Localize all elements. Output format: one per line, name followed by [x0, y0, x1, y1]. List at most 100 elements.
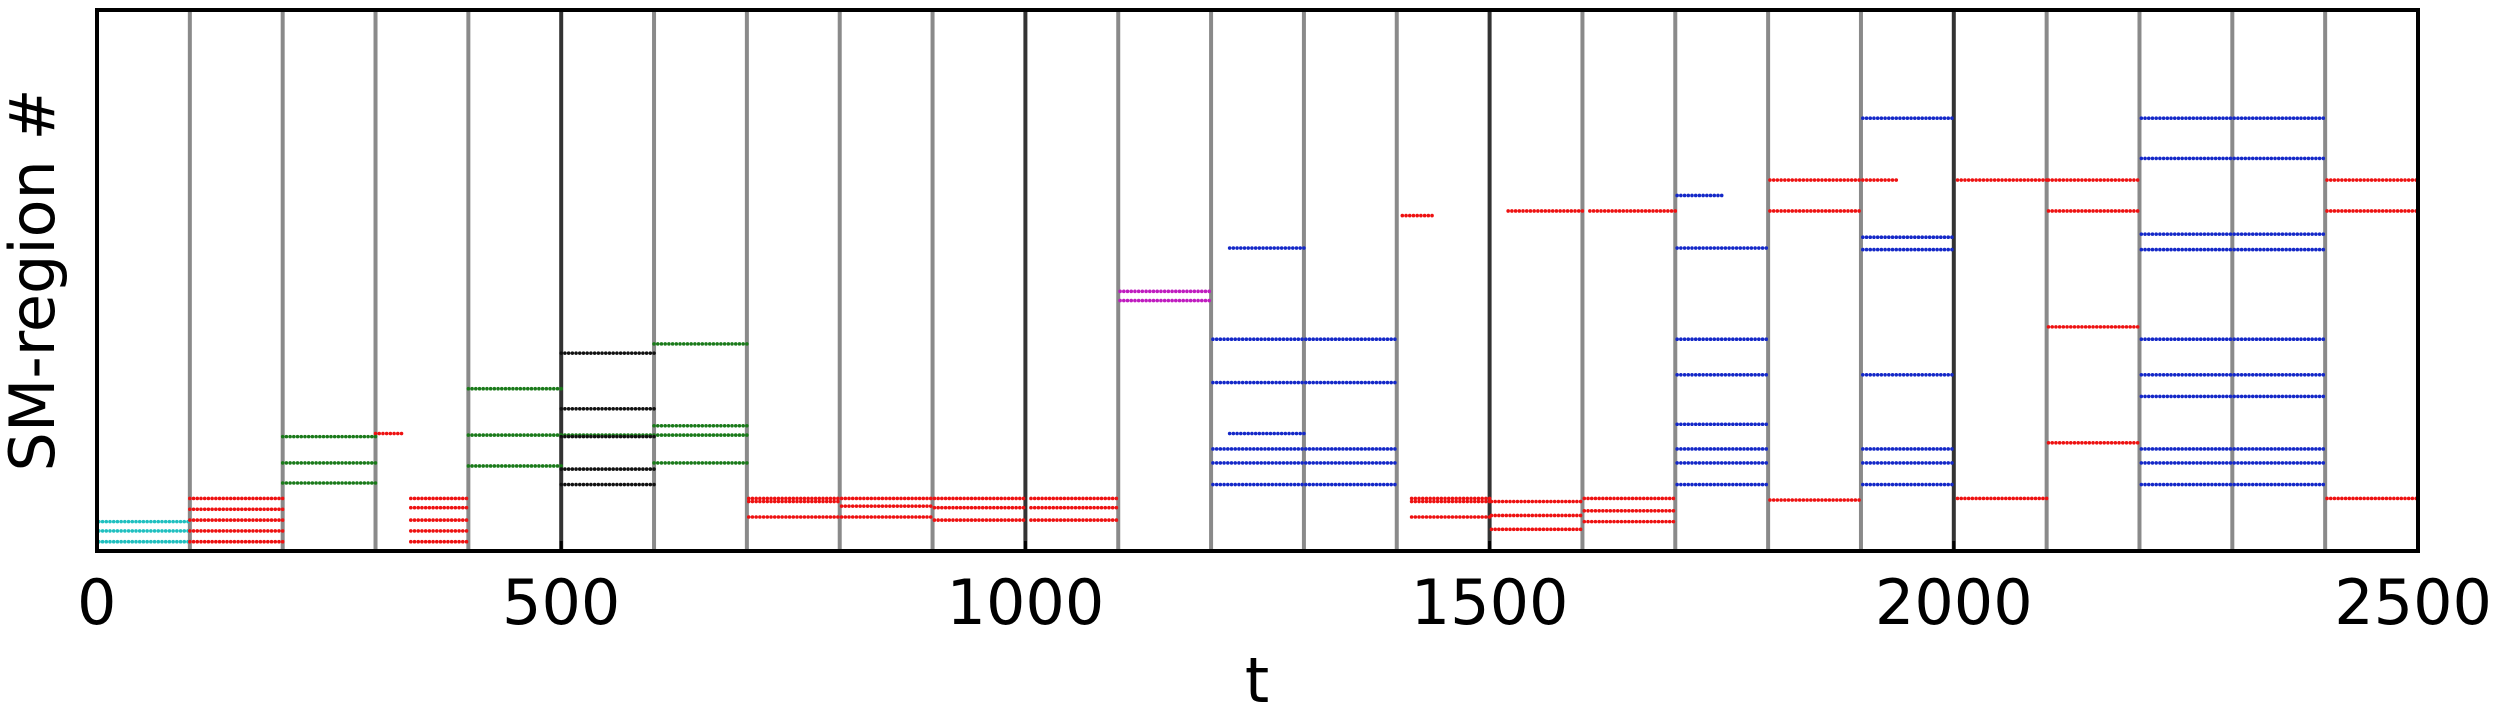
data-point — [2299, 156, 2303, 161]
data-point — [1018, 518, 1022, 522]
data-point — [1931, 235, 1936, 240]
data-point — [457, 518, 461, 522]
data-point — [2080, 441, 2084, 445]
data-point — [2280, 247, 2285, 252]
data-point — [1705, 447, 1709, 451]
data-point — [1913, 461, 1917, 465]
data-point — [1536, 209, 1540, 213]
data-point — [1682, 337, 1687, 342]
data-point — [1701, 193, 1705, 198]
data-point — [1857, 498, 1861, 502]
data-point — [548, 433, 552, 437]
data-point — [1946, 116, 1951, 120]
data-point — [280, 539, 285, 544]
data-point — [652, 351, 656, 355]
data-point — [2180, 156, 2184, 161]
series-track — [1029, 518, 1119, 522]
data-point — [943, 518, 948, 522]
data-point — [2280, 461, 2285, 465]
data-point — [2195, 232, 2199, 236]
data-point — [670, 433, 675, 437]
data-point — [1835, 498, 1839, 502]
data-point — [2184, 372, 2188, 377]
data-point — [358, 481, 363, 485]
data-point — [817, 499, 822, 504]
data-point — [210, 507, 214, 512]
data-point — [2213, 394, 2218, 399]
data-point — [318, 434, 322, 439]
data-point — [1003, 496, 1007, 501]
data-point — [1853, 498, 1858, 502]
data-point — [236, 507, 240, 512]
series-track — [1861, 116, 1954, 120]
data-point — [2015, 496, 2019, 501]
data-point — [2288, 394, 2292, 399]
data-point — [1248, 380, 1252, 385]
data-point — [1237, 337, 1241, 342]
data-point — [160, 519, 164, 524]
data-point — [525, 433, 530, 437]
data-point — [995, 496, 1000, 501]
data-point — [2135, 441, 2140, 445]
data-point — [589, 467, 593, 471]
data-point — [629, 351, 634, 355]
data-point — [2258, 337, 2262, 342]
data-point — [408, 496, 413, 501]
data-point — [719, 433, 723, 437]
data-point — [195, 496, 200, 501]
data-point — [2117, 325, 2121, 329]
data-point — [1667, 496, 1672, 501]
data-point — [1894, 116, 1899, 120]
data-point — [1875, 372, 1880, 377]
data-point — [1493, 499, 1497, 504]
data-point — [2306, 247, 2311, 252]
data-point — [689, 342, 693, 346]
data-point — [2161, 156, 2166, 161]
data-point — [1222, 447, 1226, 451]
data-point — [1326, 337, 1330, 342]
data-point — [2176, 447, 2181, 451]
data-point — [704, 461, 708, 465]
data-point — [1560, 499, 1564, 504]
data-point — [1868, 247, 1873, 252]
data-point — [2247, 447, 2251, 451]
data-point — [854, 504, 859, 508]
data-point — [1268, 246, 1273, 250]
data-point — [2328, 178, 2333, 182]
data-point — [1805, 209, 1809, 213]
data-point — [221, 507, 226, 512]
data-point — [2213, 232, 2218, 236]
data-point — [1341, 447, 1345, 451]
data-point — [1749, 461, 1754, 465]
data-point — [1705, 193, 1709, 198]
data-point — [243, 518, 248, 522]
data-point — [1326, 461, 1330, 465]
data-point — [772, 499, 777, 504]
data-point — [228, 529, 233, 533]
data-point — [2224, 116, 2229, 120]
data-point — [217, 539, 222, 544]
data-point — [1348, 337, 1353, 342]
data-point — [559, 464, 563, 468]
data-point — [2224, 156, 2229, 161]
data-point — [1211, 447, 1215, 451]
data-point — [1742, 246, 1746, 250]
data-point — [1263, 482, 1267, 487]
data-point — [1311, 447, 1316, 451]
data-point — [1853, 178, 1858, 182]
data-point — [1942, 447, 1947, 451]
data-point — [685, 342, 690, 346]
data-point — [2306, 232, 2311, 236]
data-point — [1511, 527, 1516, 532]
data-point — [884, 504, 888, 508]
data-point — [2373, 496, 2378, 501]
data-point — [1055, 496, 1059, 501]
data-point — [1014, 518, 1018, 522]
data-point — [1318, 447, 1323, 451]
data-point — [318, 481, 322, 485]
data-point — [726, 461, 731, 465]
data-point — [1244, 461, 1249, 465]
data-point — [1276, 431, 1280, 436]
data-point — [2117, 209, 2121, 213]
data-point — [2258, 247, 2262, 252]
